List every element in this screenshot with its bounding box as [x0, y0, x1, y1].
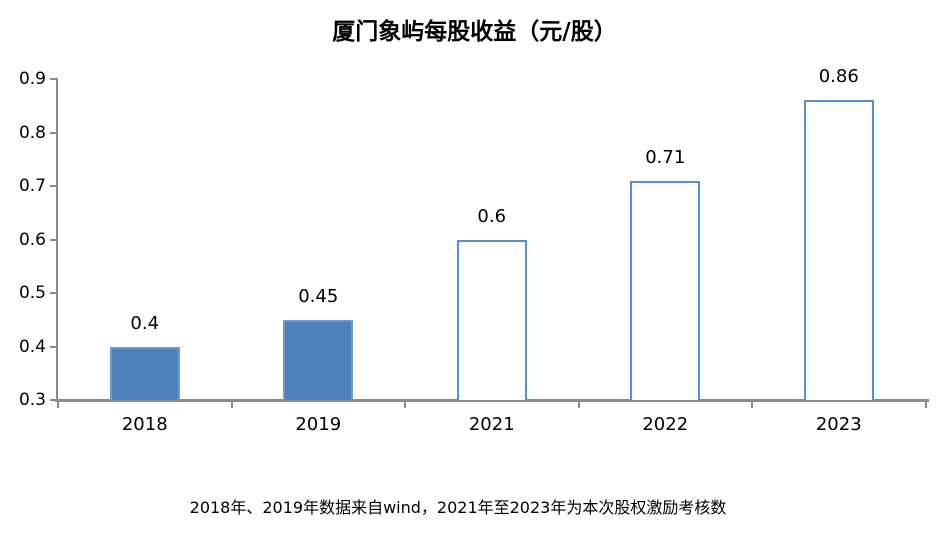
x-category-label-2023: 2023 [815, 414, 862, 435]
x-axis-tick [751, 402, 753, 408]
y-axis-tick [50, 131, 58, 134]
chart-title: 厦门象屿每股收益（元/股） [332, 19, 617, 45]
bar-value-label-2021: 0.6 [477, 205, 507, 227]
y-axis-tick-label: 0.8 [18, 122, 46, 143]
y-axis-tick-label: 0.4 [18, 336, 46, 357]
bar-2018 [109, 346, 180, 400]
bar-2021 [456, 239, 527, 400]
y-axis-tick-label: 0.6 [18, 229, 46, 250]
x-axis-tick [404, 402, 406, 408]
y-axis-tick [50, 292, 58, 294]
y-axis-line [56, 79, 58, 402]
y-axis-tick [50, 399, 58, 401]
x-axis-tick [924, 402, 927, 408]
bar-2019 [283, 319, 354, 400]
y-axis-tick [50, 345, 58, 348]
x-axis-tick [230, 402, 233, 408]
y-axis-tick [50, 238, 58, 241]
y-axis-tick-label: 0.5 [18, 283, 46, 303]
x-axis-line [55, 399, 929, 402]
y-axis-tick-label: 0.7 [18, 176, 46, 196]
y-axis-tick [50, 185, 58, 187]
y-axis-tick-label: 0.9 [18, 69, 46, 89]
bar-value-label-2023: 0.86 [818, 66, 859, 88]
x-axis-tick [577, 402, 580, 408]
footnote: 2018年、2019年数据来自wind，2021年至2023年为本次股权激励考核… [189, 498, 727, 517]
y-axis-tick [50, 78, 58, 80]
bar-2023 [803, 100, 874, 400]
x-category-label-2021: 2021 [468, 414, 515, 435]
x-axis-tick [57, 402, 59, 408]
x-category-label-2019: 2019 [295, 414, 342, 435]
bar-value-label-2019: 0.45 [298, 285, 339, 307]
bar-value-label-2022: 0.71 [645, 146, 686, 168]
x-category-label-2018: 2018 [121, 414, 168, 435]
bar-2022 [630, 180, 701, 400]
y-axis-tick-label: 0.3 [18, 390, 46, 410]
bar-value-label-2018: 0.4 [130, 312, 160, 334]
x-category-label-2022: 2022 [642, 414, 689, 435]
